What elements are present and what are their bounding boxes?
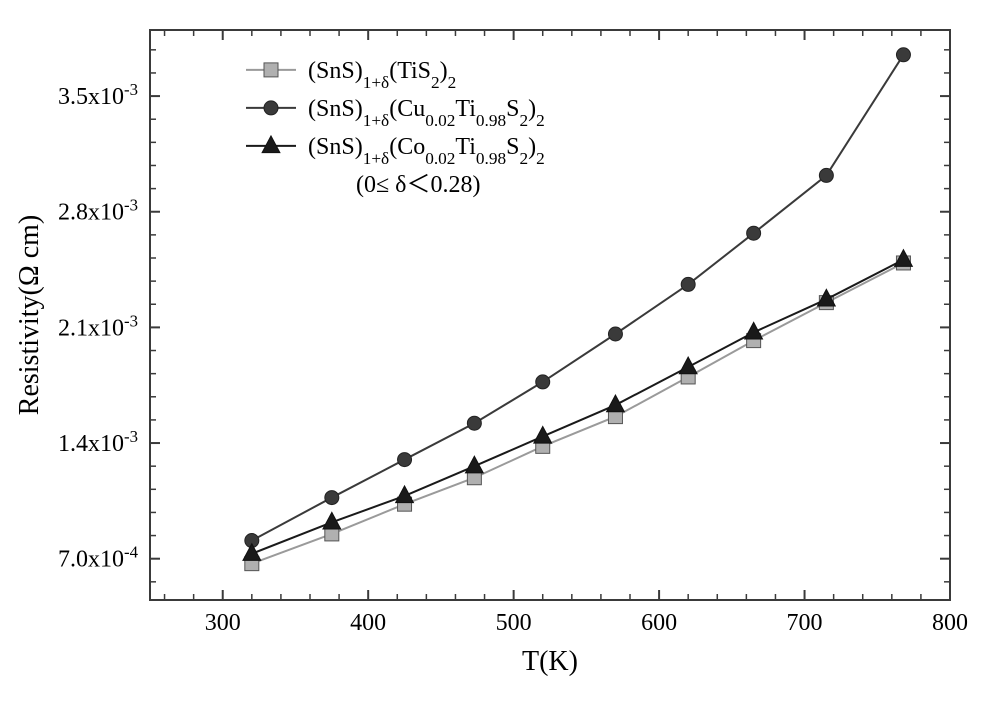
x-tick-label: 700: [787, 610, 823, 636]
x-tick-label: 800: [932, 610, 968, 636]
y-axis-label: Resistivity(Ω cm): [14, 215, 45, 415]
x-tick-label: 400: [350, 610, 386, 636]
x-tick-label: 600: [641, 610, 677, 636]
x-tick-label: 500: [496, 610, 532, 636]
legend-delta-range: (0≤ δ＜0.28): [356, 172, 480, 198]
x-axis-label: T(K): [522, 646, 578, 677]
chart-container: 3004005006007008007.0x10-41.4x10-32.1x10…: [0, 0, 1000, 705]
resistivity-chart: 3004005006007008007.0x10-41.4x10-32.1x10…: [0, 0, 1000, 705]
x-tick-label: 300: [205, 610, 241, 636]
